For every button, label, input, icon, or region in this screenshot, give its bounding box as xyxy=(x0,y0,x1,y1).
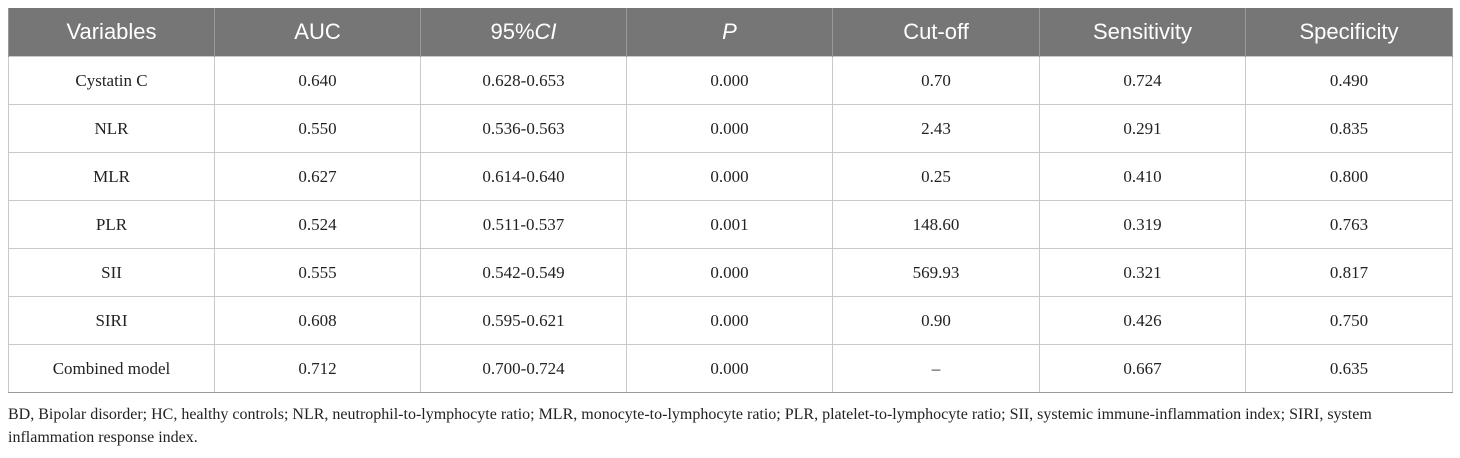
cell-variable: PLR xyxy=(8,200,215,249)
cell-ci: 0.511-0.537 xyxy=(420,200,627,249)
table-row: SII 0.555 0.542-0.549 0.000 569.93 0.321… xyxy=(8,248,1453,297)
table-footnote: BD, Bipolar disorder; HC, healthy contro… xyxy=(8,406,1372,446)
header-cutoff: Cut-off xyxy=(832,8,1040,57)
cell-ci: 0.628-0.653 xyxy=(420,56,627,105)
cell-p: 0.001 xyxy=(626,200,833,249)
cell-cutoff: 569.93 xyxy=(832,248,1040,297)
cell-sensitivity: 0.319 xyxy=(1039,200,1246,249)
cell-auc: 0.524 xyxy=(214,200,421,249)
cell-sensitivity: 0.410 xyxy=(1039,152,1246,201)
results-table-container: Variables AUC 95%CI P Cut-off Sensitivit… xyxy=(8,8,1453,393)
cell-cutoff: 2.43 xyxy=(832,104,1040,153)
cell-sensitivity: 0.291 xyxy=(1039,104,1246,153)
cell-p: 0.000 xyxy=(626,104,833,153)
cell-specificity: 0.490 xyxy=(1245,56,1453,105)
cell-variable: NLR xyxy=(8,104,215,153)
cell-variable: SIRI xyxy=(8,296,215,345)
cell-auc: 0.640 xyxy=(214,56,421,105)
cell-auc: 0.555 xyxy=(214,248,421,297)
cell-variable: Cystatin C xyxy=(8,56,215,105)
cell-p: 0.000 xyxy=(626,152,833,201)
header-ci: 95%CI xyxy=(420,8,627,57)
cell-auc: 0.712 xyxy=(214,344,421,393)
cell-auc: 0.550 xyxy=(214,104,421,153)
header-p: P xyxy=(626,8,833,57)
cell-specificity: 0.817 xyxy=(1245,248,1453,297)
cell-p: 0.000 xyxy=(626,344,833,393)
cell-sensitivity: 0.426 xyxy=(1039,296,1246,345)
header-specificity: Specificity xyxy=(1245,8,1453,57)
cell-p: 0.000 xyxy=(626,56,833,105)
cell-p: 0.000 xyxy=(626,296,833,345)
cell-variable: SII xyxy=(8,248,215,297)
header-sensitivity: Sensitivity xyxy=(1039,8,1246,57)
table-row: Cystatin C 0.640 0.628-0.653 0.000 0.70 … xyxy=(8,56,1453,105)
cell-cutoff: 0.70 xyxy=(832,56,1040,105)
header-auc: AUC xyxy=(214,8,421,57)
cell-cutoff: 148.60 xyxy=(832,200,1040,249)
cell-sensitivity: 0.724 xyxy=(1039,56,1246,105)
cell-cutoff: 0.25 xyxy=(832,152,1040,201)
cell-ci: 0.542-0.549 xyxy=(420,248,627,297)
cell-specificity: 0.763 xyxy=(1245,200,1453,249)
table-row: Combined model 0.712 0.700-0.724 0.000 –… xyxy=(8,344,1453,393)
cell-variable: Combined model xyxy=(8,344,215,393)
cell-variable: MLR xyxy=(8,152,215,201)
cell-specificity: 0.750 xyxy=(1245,296,1453,345)
header-row: Variables AUC 95%CI P Cut-off Sensitivit… xyxy=(8,8,1453,57)
cell-ci: 0.536-0.563 xyxy=(420,104,627,153)
cell-cutoff: – xyxy=(832,344,1040,393)
header-variables: Variables xyxy=(8,8,215,57)
cell-cutoff: 0.90 xyxy=(832,296,1040,345)
cell-specificity: 0.800 xyxy=(1245,152,1453,201)
table-row: PLR 0.524 0.511-0.537 0.001 148.60 0.319… xyxy=(8,200,1453,249)
table-row: NLR 0.550 0.536-0.563 0.000 2.43 0.291 0… xyxy=(8,104,1453,153)
cell-ci: 0.595-0.621 xyxy=(420,296,627,345)
table-row: MLR 0.627 0.614-0.640 0.000 0.25 0.410 0… xyxy=(8,152,1453,201)
table-row: SIRI 0.608 0.595-0.621 0.000 0.90 0.426 … xyxy=(8,296,1453,345)
cell-auc: 0.627 xyxy=(214,152,421,201)
cell-p: 0.000 xyxy=(626,248,833,297)
cell-sensitivity: 0.667 xyxy=(1039,344,1246,393)
cell-auc: 0.608 xyxy=(214,296,421,345)
cell-sensitivity: 0.321 xyxy=(1039,248,1246,297)
cell-specificity: 0.835 xyxy=(1245,104,1453,153)
roc-results-table: Variables AUC 95%CI P Cut-off Sensitivit… xyxy=(8,8,1453,393)
cell-ci: 0.700-0.724 xyxy=(420,344,627,393)
cell-ci: 0.614-0.640 xyxy=(420,152,627,201)
cell-specificity: 0.635 xyxy=(1245,344,1453,393)
